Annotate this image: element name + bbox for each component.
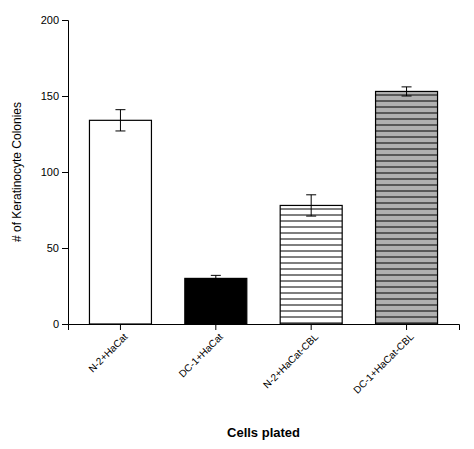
- tick-label: 0: [53, 318, 59, 330]
- tick-label: N-2+HaCat-CBL: [261, 331, 321, 391]
- axis-line: [62, 21, 69, 325]
- tick: 150: [41, 90, 68, 102]
- error-bar: [402, 87, 412, 96]
- error-line: [311, 195, 312, 216]
- error-cap: [211, 275, 221, 276]
- tick-mark: [62, 172, 68, 173]
- error-cap: [115, 109, 125, 110]
- tick: N-2+HaCat-CBL: [261, 324, 321, 391]
- error-cap: [115, 130, 125, 131]
- chart: 050100150200N-2+HaCatDC-1+HaCatN-2+HaCat…: [0, 0, 474, 449]
- error-bar: [211, 275, 221, 281]
- tick-label: 100: [41, 166, 59, 178]
- tick-mark: [62, 324, 68, 325]
- bar: [89, 120, 151, 324]
- bar: [376, 91, 438, 324]
- tick-label: DC-1+HaCat-CBL: [351, 331, 416, 396]
- tick: 50: [47, 242, 68, 254]
- y-axis-title: # of Keratinocyte Colonies: [10, 102, 24, 242]
- y-axis: 0 50 100 150 200: [41, 14, 69, 330]
- error-cap: [402, 86, 412, 87]
- tick: DC-1+HaCat-CBL: [351, 324, 416, 396]
- tick-mark: [120, 324, 121, 330]
- error-bar: [115, 110, 125, 131]
- x-axis: N-2+HaCat DC-1+HaCat N-2+HaCat-CBL DC-1+HaC…: [69, 324, 460, 396]
- error-cap: [306, 216, 316, 217]
- tick-label: 150: [41, 90, 59, 102]
- tick: DC-1+HaCat: [177, 324, 226, 380]
- error-line: [406, 87, 407, 96]
- bars: [89, 87, 437, 324]
- bar: [280, 205, 342, 324]
- tick-mark: [406, 324, 407, 330]
- error-bar: [306, 195, 316, 216]
- tick-mark: [62, 96, 68, 97]
- tick-mark: [62, 248, 68, 249]
- x-axis-title: Cells plated: [227, 425, 300, 440]
- tick-label: 200: [41, 14, 59, 26]
- tick-label: 50: [47, 242, 59, 254]
- tick-label: N-2+HaCat: [86, 331, 130, 375]
- error-cap: [211, 281, 221, 282]
- error-line: [120, 110, 121, 131]
- axis-line: [69, 325, 460, 331]
- tick-mark: [215, 324, 216, 330]
- error-cap: [402, 96, 412, 97]
- tick-mark: [62, 20, 68, 21]
- tick-label: DC-1+HaCat: [177, 331, 226, 380]
- tick: 100: [41, 166, 68, 178]
- error-line: [215, 275, 216, 281]
- tick: 0: [53, 318, 68, 330]
- tick: N-2+HaCat: [86, 324, 130, 374]
- tick-mark: [311, 324, 312, 330]
- error-cap: [306, 194, 316, 195]
- tick: 200: [41, 14, 68, 26]
- bar: [185, 278, 247, 324]
- plot-area: 050100150200N-2+HaCatDC-1+HaCatN-2+HaCat…: [41, 14, 460, 396]
